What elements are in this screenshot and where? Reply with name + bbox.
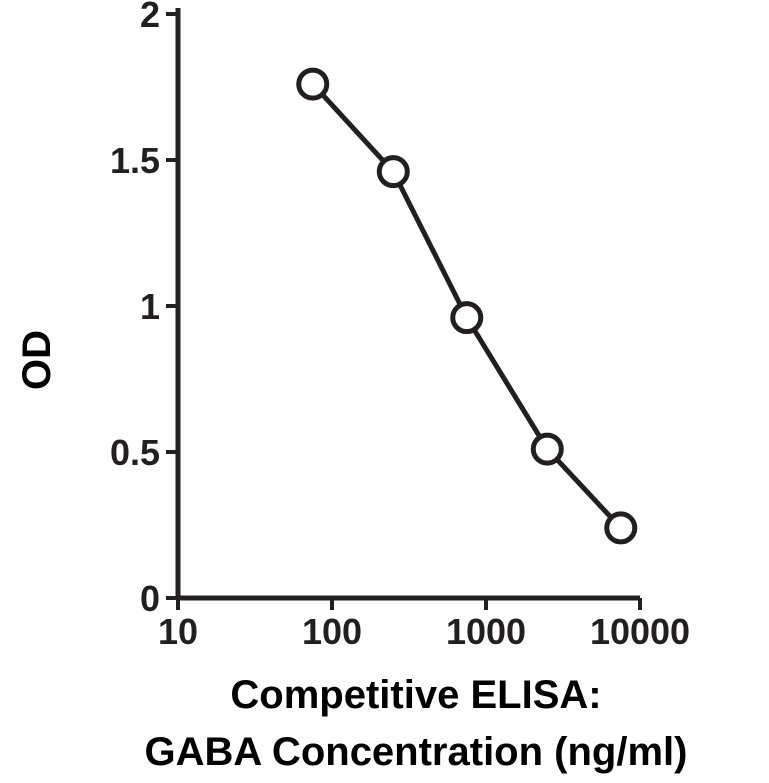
- y-tick-label: 1: [140, 286, 160, 327]
- data-point: [296, 67, 330, 101]
- data-point: [530, 432, 564, 466]
- y-tick-label: 2: [140, 0, 160, 35]
- y-tick-label: 0: [140, 578, 160, 619]
- data-point: [604, 511, 638, 545]
- x-tick-label: 10: [158, 611, 198, 652]
- y-tick-label: 0.5: [110, 432, 160, 473]
- y-axis-title: OD: [15, 330, 59, 390]
- x-tick-label: 10000: [590, 611, 690, 652]
- data-point: [376, 155, 410, 189]
- x-axis-title-line1: Competitive ELISA:: [230, 673, 601, 717]
- data-point: [450, 301, 484, 335]
- x-axis-title-line2: GABA Concentration (ng/ml): [145, 730, 688, 774]
- y-tick-label: 1.5: [110, 140, 160, 181]
- series-group: [296, 67, 638, 545]
- x-axis-ticks: 10 100 1000 10000: [158, 598, 690, 652]
- y-axis-ticks: 0 0.5 1 1.5 2: [110, 0, 178, 619]
- x-tick-label: 1000: [446, 611, 526, 652]
- x-tick-label: 100: [302, 611, 362, 652]
- plot-area: [175, 8, 640, 601]
